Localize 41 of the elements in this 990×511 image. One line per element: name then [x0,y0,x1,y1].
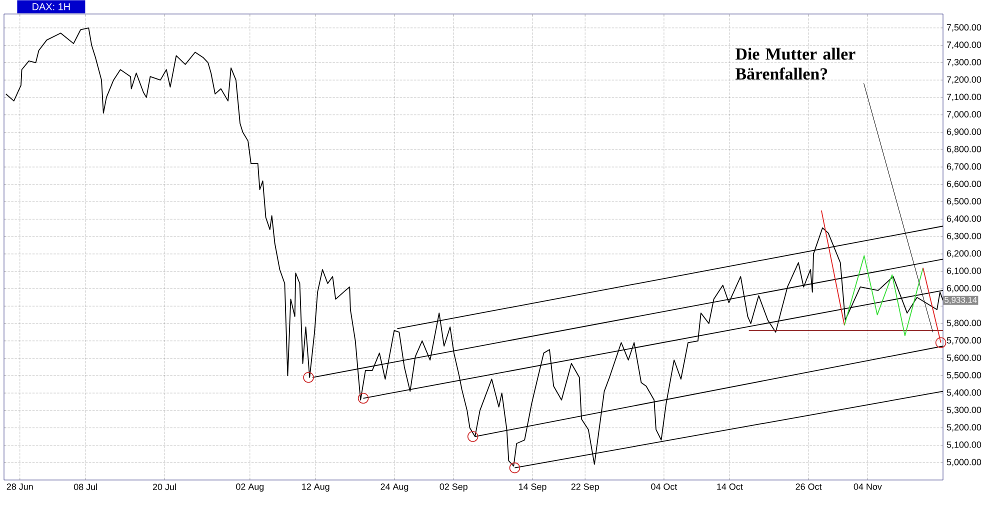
x-tick-label: 20 Jul [152,484,176,490]
x-tick-label: 02 Sep [440,484,468,492]
y-tick-label: 7,300.00 [946,58,982,66]
y-tick-label: 7,500.00 [946,24,982,32]
y-tick-label: 7,200.00 [946,76,982,84]
y-tick-label: 6,200.00 [946,250,982,258]
y-tick-label: 6,600.00 [946,180,982,188]
annotation: Die Mutter aller Bärenfallen? [736,48,856,80]
y-tick-label: 5,200.00 [946,424,982,432]
x-tick-label: 08 Jul [74,484,97,490]
y-tick-label: 5,500.00 [946,372,982,380]
y-tick-label: 7,100.00 [946,94,982,102]
y-tick-label: 6,000.00 [946,285,982,292]
y-tick-label: 5,100.00 [946,442,982,449]
x-tick-label: 22 Sep [571,484,599,492]
y-tick-label: 7,400.00 [946,42,982,49]
chart-title: DAX: 1H [32,3,70,10]
y-tick-label: 5,700.00 [946,337,982,345]
y-tick-label: 6,100.00 [946,268,982,276]
x-tick-label: 14 Sep [518,484,546,492]
y-tick-label: 5,800.00 [946,320,982,328]
x-tick-label: 04 Nov [854,484,882,490]
x-tick-label: 02 Aug [236,484,264,492]
y-tick-label: 5,400.00 [946,389,982,397]
y-tick-label: 5,300.00 [946,406,982,414]
y-tick-label: 6,900.00 [946,128,982,136]
x-tick-label: 04 Oct [651,484,678,490]
x-tick-label: 28 Jun [6,484,33,490]
y-tick-label: 7,000.00 [946,111,982,119]
y-tick-label: 5,600.00 [946,354,982,362]
x-tick-label: 14 Oct [717,484,743,490]
y-tick-label: 6,300.00 [946,232,982,240]
y-tick-label: 6,400.00 [946,215,982,223]
y-tick-label: 6,700.00 [946,163,982,171]
x-tick-label: 12 Aug [302,484,330,492]
y-tick-label: 6,800.00 [946,146,982,154]
x-tick-label: 24 Aug [380,484,408,492]
y-tick-label: 5,000.00 [946,458,982,466]
x-tick-label: 26 Oct [796,484,822,490]
data-label: 5,933.14 [944,296,977,304]
y-tick-label: 6,500.00 [946,198,982,206]
